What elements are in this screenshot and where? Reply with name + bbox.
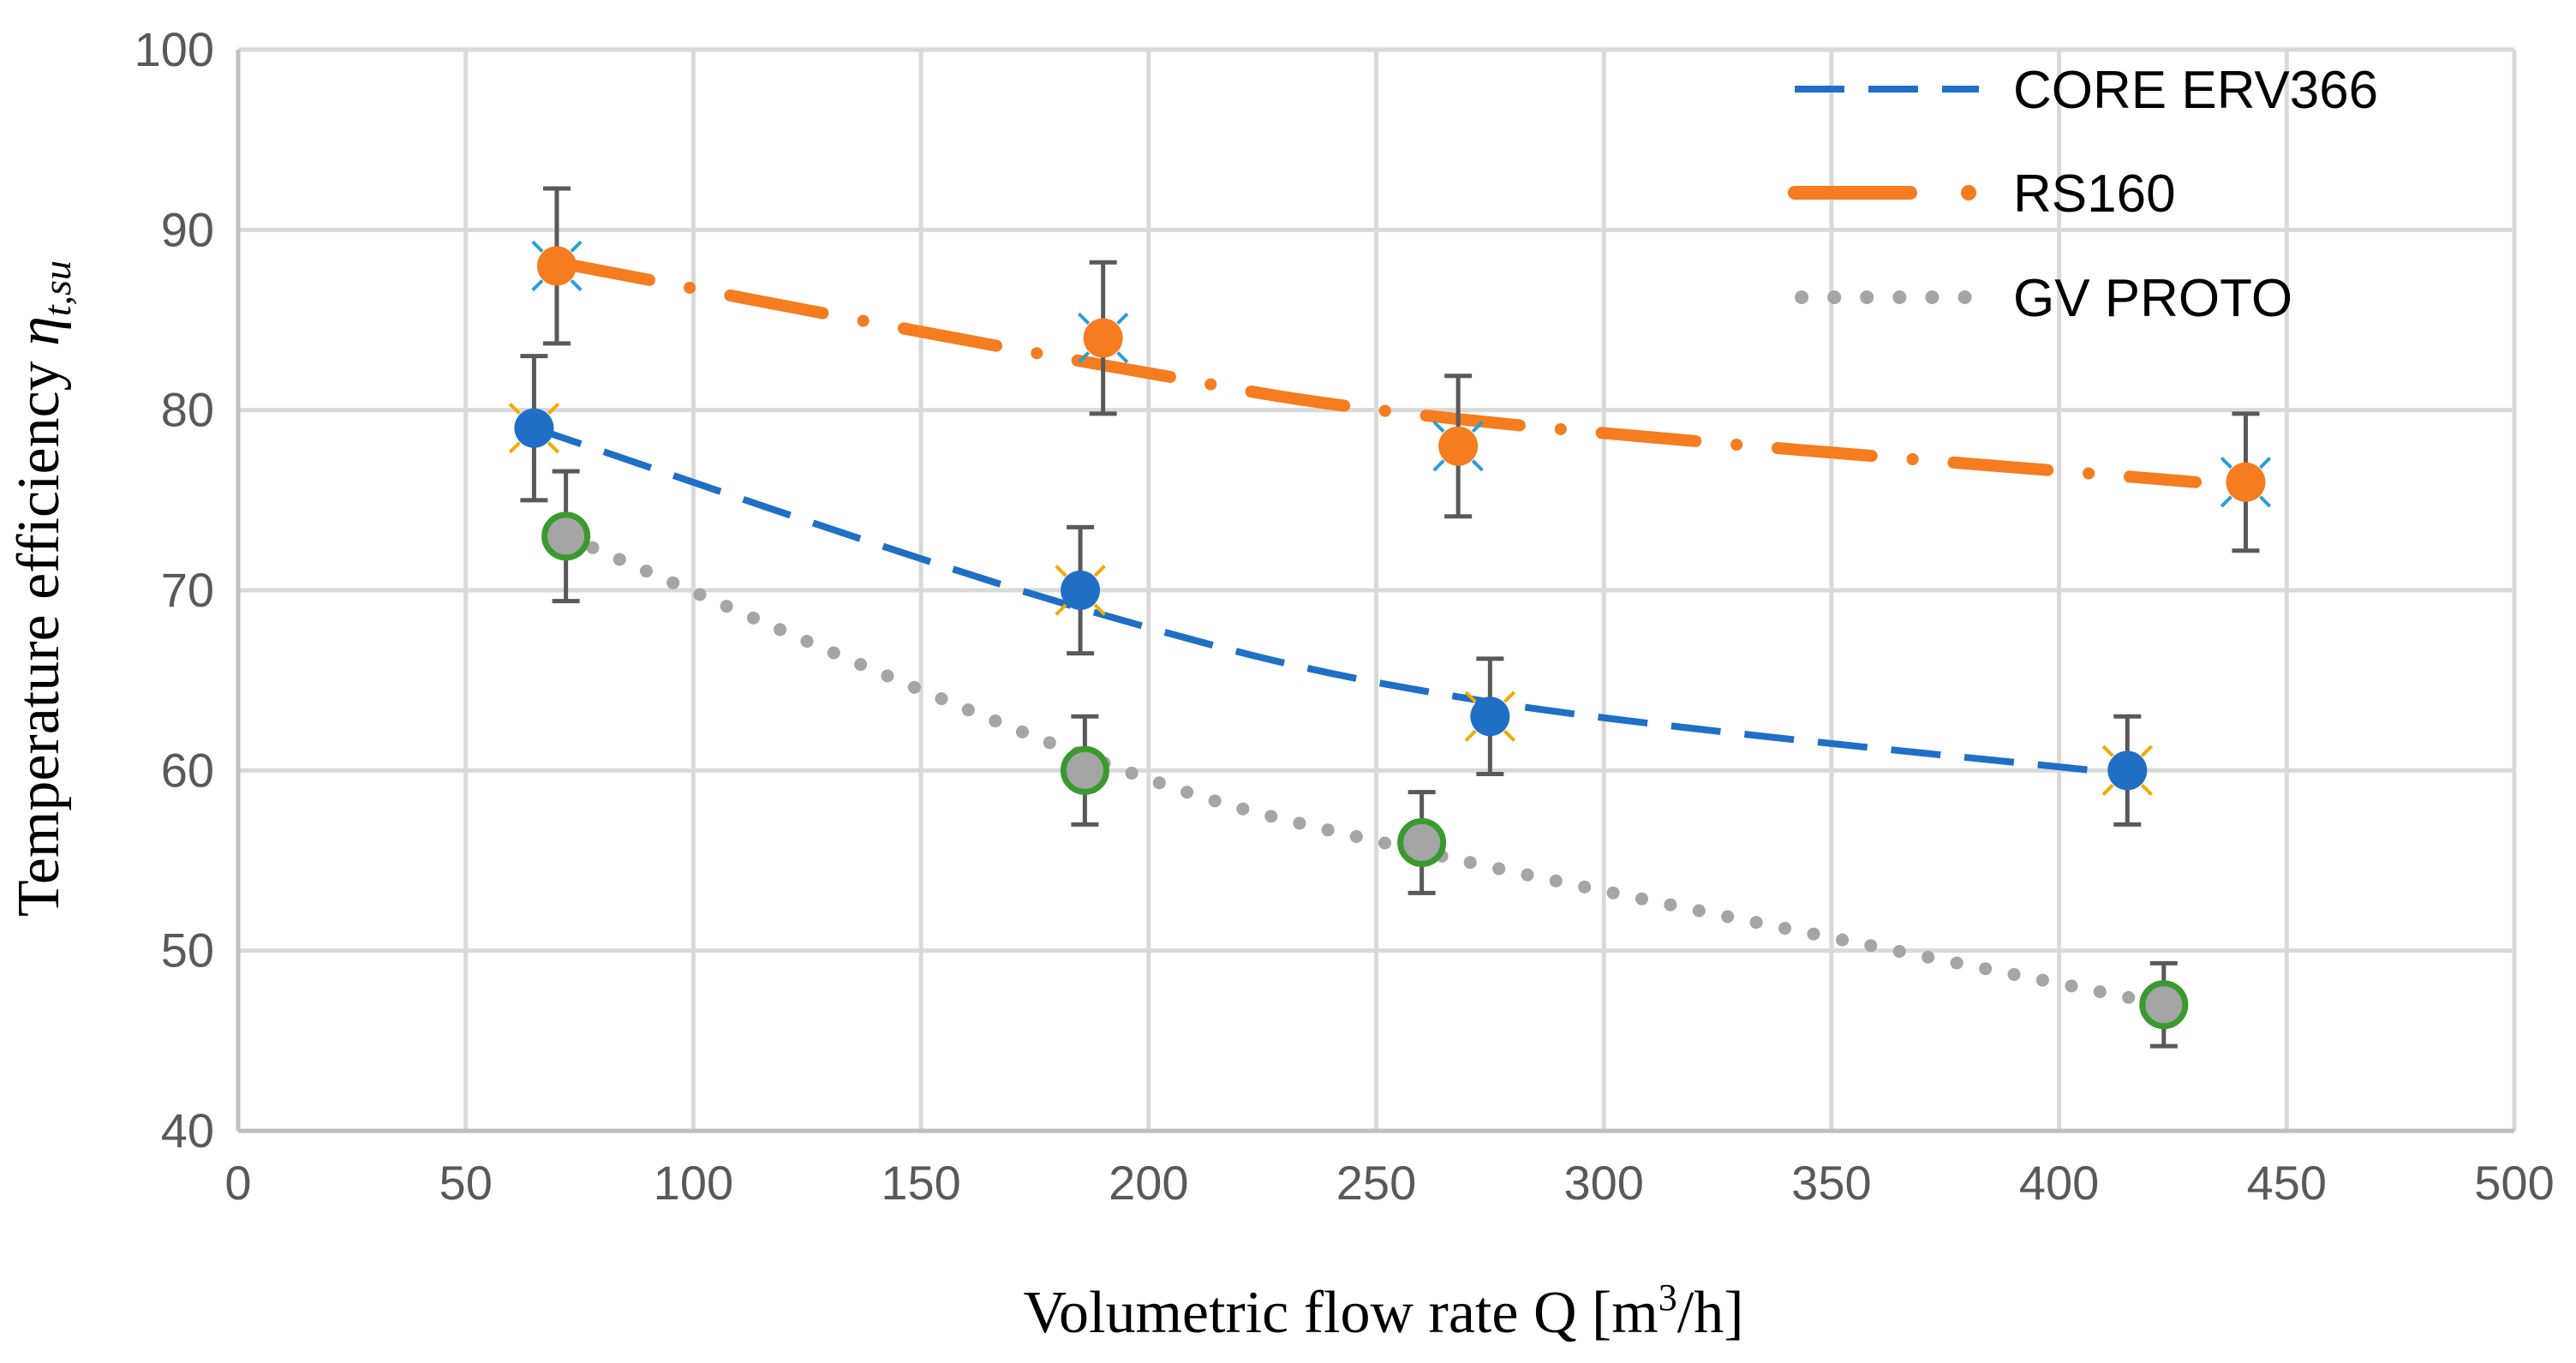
x-tick-label-350: 350 xyxy=(1791,1156,1871,1210)
y-tick-label-100: 100 xyxy=(134,22,214,76)
marker-rs160-3 xyxy=(2226,462,2266,502)
marker-gv-proto-3 xyxy=(2139,980,2189,1030)
marker-core-erv366-2 xyxy=(1470,696,1510,737)
axes xyxy=(236,50,2514,1133)
marker-gv-proto-0 xyxy=(541,511,591,561)
trendline-gv-proto xyxy=(559,529,2171,1012)
marker-gv-proto-2 xyxy=(1397,817,1447,867)
x-tick-label-300: 300 xyxy=(1563,1156,1643,1210)
x-tick-label-400: 400 xyxy=(2019,1156,2099,1210)
y-axis-title-symbol: η xyxy=(6,316,72,346)
marker-core-erv366-0 xyxy=(514,408,554,448)
legend-label-core-erv366: CORE ERV366 xyxy=(2013,61,2378,120)
marker-accent-rs160-2 xyxy=(1432,421,1484,472)
error-bars xyxy=(520,186,2260,1049)
legend-swatch-rs160 xyxy=(1788,185,1976,200)
x-axis-title: Volumetric flow rate Q [m3/h] xyxy=(1023,1276,1743,1346)
y-axis-title: Temperature efficiency ηt,su xyxy=(6,260,79,917)
marker-accent-rs160-0 xyxy=(531,240,583,292)
x-tick-label-250: 250 xyxy=(1336,1156,1416,1210)
y-tick-label-80: 80 xyxy=(161,383,214,437)
y-tick-label-70: 70 xyxy=(161,563,214,617)
y-axis-title-subscript: t,su xyxy=(35,260,79,316)
x-axis-title-superscript: 3 xyxy=(1659,1276,1677,1318)
y-tick-label-40: 40 xyxy=(161,1103,214,1157)
x-axis-title-suffix: /h] xyxy=(1677,1280,1744,1346)
marker-core-erv366-3 xyxy=(2107,750,2148,791)
x-tick-label-200: 200 xyxy=(1109,1156,1188,1210)
marker-accent-core-erv366-0 xyxy=(508,403,560,454)
x-tick-label-100: 100 xyxy=(654,1156,733,1210)
tick-labels: 0 50 100 150 200 250 300 350 400 450 500 40 50 60 70 80… xyxy=(134,22,2555,1210)
x-tick-label-0: 0 xyxy=(224,1156,251,1210)
trendline-core-erv366 xyxy=(533,424,2128,778)
marker-rs160-1 xyxy=(1083,318,1123,358)
y-tick-label-60: 60 xyxy=(161,743,214,797)
marker-rs160-0 xyxy=(536,246,577,286)
y-axis-title-text: Temperature efficiency xyxy=(6,346,72,917)
data-markers xyxy=(508,240,2272,1030)
trendline-rs160 xyxy=(550,256,2202,488)
marker-accent-core-erv366-2 xyxy=(1464,690,1516,742)
legend: CORE ERV366 RS160 GV PROTO xyxy=(1788,61,2378,328)
marker-accent-rs160-3 xyxy=(2220,457,2272,508)
grid-lines xyxy=(238,47,2517,1131)
marker-accent-core-erv366-3 xyxy=(2101,744,2154,797)
legend-label-gv-proto: GV PROTO xyxy=(2013,269,2292,328)
y-tick-label-50: 50 xyxy=(161,924,214,977)
x-tick-label-50: 50 xyxy=(439,1156,493,1210)
marker-core-erv366-1 xyxy=(1061,571,1101,610)
x-axis-title-text: Volumetric flow rate Q [m xyxy=(1023,1280,1658,1346)
marker-rs160-2 xyxy=(1438,426,1479,466)
marker-gv-proto-1 xyxy=(1060,745,1109,795)
x-tick-label-150: 150 xyxy=(881,1156,960,1210)
x-tick-label-500: 500 xyxy=(2474,1156,2554,1210)
trend-lines xyxy=(533,256,2202,1012)
marker-accent-core-erv366-1 xyxy=(1055,565,1106,616)
legend-label-rs160: RS160 xyxy=(2013,164,2176,224)
x-tick-label-450: 450 xyxy=(2247,1156,2327,1210)
marker-accent-rs160-1 xyxy=(1077,312,1129,364)
y-tick-label-90: 90 xyxy=(161,202,214,256)
